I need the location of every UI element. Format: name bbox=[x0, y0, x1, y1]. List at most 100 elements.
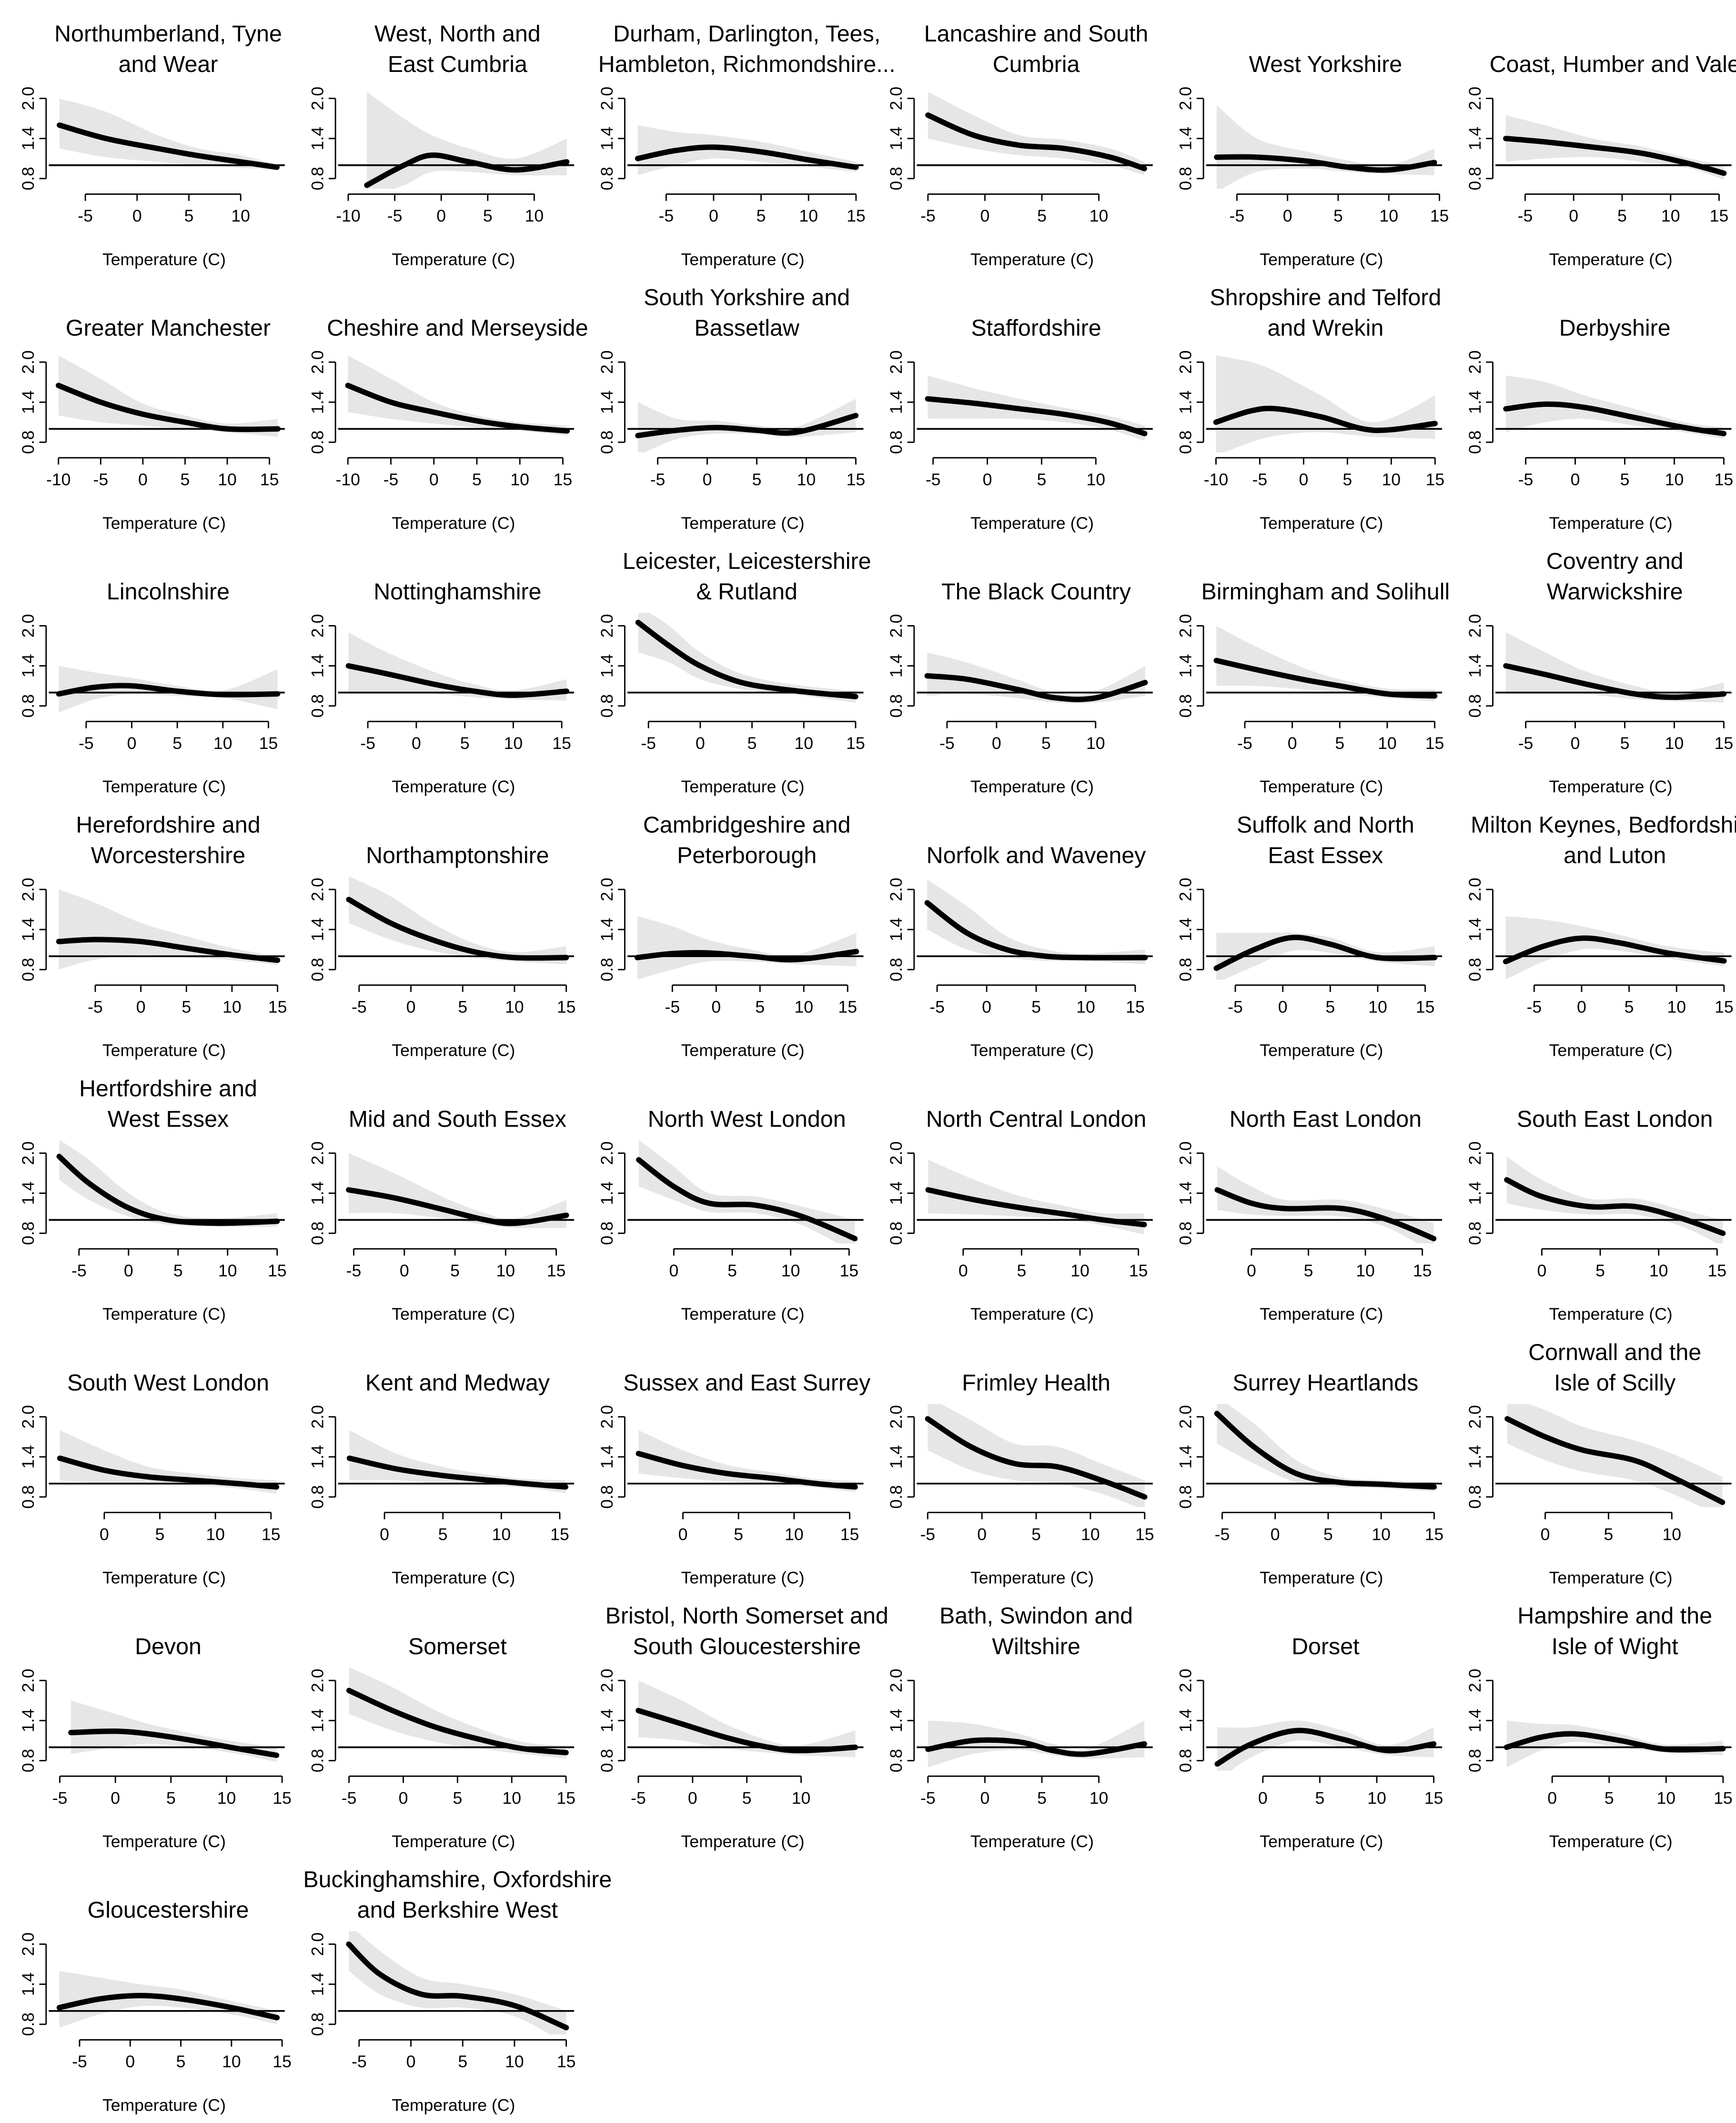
x-tick-label: 5 bbox=[742, 1789, 752, 1808]
curve bbox=[1213, 657, 1438, 699]
x-tick-label: 5 bbox=[1620, 734, 1630, 753]
y-tick-label: 2.0 bbox=[1465, 87, 1484, 110]
panel-title: Bristol, North Somerset and bbox=[606, 1603, 888, 1629]
y-tick-label: 1.4 bbox=[308, 918, 327, 941]
panel-title: West Essex bbox=[108, 1106, 229, 1132]
panel-title: Mid and South Essex bbox=[349, 1106, 566, 1132]
plot-area bbox=[49, 1700, 285, 1762]
y-tick-label: 0.8 bbox=[1465, 1749, 1484, 1772]
panel-title: Milton Keynes, Bedfordshire bbox=[1471, 812, 1736, 838]
x-axis-label: Temperature (C) bbox=[102, 1041, 226, 1060]
panel: Kent and Medway 0.8 1.4 2.0 0 5 10 15 Temperatur… bbox=[308, 1370, 575, 1587]
y-tick-label: 0.8 bbox=[887, 958, 906, 981]
panel-title: and Luton bbox=[1564, 843, 1666, 869]
panel-title: Wiltshire bbox=[992, 1634, 1080, 1659]
x-tick-label: 10 bbox=[781, 1261, 800, 1280]
panel: Cambridgeshire and Peterborough 0.8 1.4 2.0 -… bbox=[597, 812, 864, 1060]
panel-title: Staffordshire bbox=[971, 315, 1101, 341]
curve bbox=[635, 413, 859, 438]
x-tick-label: -5 bbox=[1518, 734, 1534, 753]
x-tick-label: -5 bbox=[360, 734, 375, 753]
confidence-band bbox=[1216, 105, 1434, 189]
y-tick-label: 1.4 bbox=[1465, 1182, 1484, 1205]
x-axis-label: Temperature (C) bbox=[1260, 250, 1383, 269]
x-tick-label: 5 bbox=[1031, 1525, 1041, 1544]
curve bbox=[636, 1708, 858, 1754]
x-tick-label: 0 bbox=[127, 734, 137, 753]
x-tick-label: 15 bbox=[557, 2052, 576, 2071]
x-axis-label: Temperature (C) bbox=[392, 514, 515, 533]
x-tick-label: 5 bbox=[460, 734, 470, 753]
confidence-band bbox=[59, 889, 278, 970]
curve bbox=[925, 1187, 1147, 1228]
x-tick-label: -5 bbox=[1526, 998, 1542, 1017]
y-tick-label: 0.8 bbox=[19, 958, 38, 981]
plot-area bbox=[1495, 115, 1732, 180]
x-tick-label: -5 bbox=[72, 2052, 87, 2071]
y-tick-label: 0.8 bbox=[887, 1485, 906, 1508]
x-tick-label: 5 bbox=[453, 1789, 462, 1808]
x-axis-label: Temperature (C) bbox=[681, 1304, 805, 1324]
x-tick-label: 15 bbox=[1710, 206, 1729, 225]
x-tick-label: 10 bbox=[213, 734, 232, 753]
x-axis-label: Temperature (C) bbox=[681, 250, 805, 269]
panel-title: Northamptonshire bbox=[366, 843, 549, 869]
y-tick-label: 2.0 bbox=[887, 1668, 906, 1692]
panel-title: Cumbria bbox=[993, 51, 1080, 77]
x-tick-label: 10 bbox=[794, 734, 813, 753]
confidence-band bbox=[1506, 1720, 1723, 1768]
panel-title: Bath, Swindon and bbox=[939, 1603, 1133, 1629]
plot-area bbox=[338, 91, 575, 189]
x-tick-label: 10 bbox=[206, 1525, 225, 1544]
panel: Surrey Heartlands 0.8 1.4 2.0 -5 0 5 10 15 Temper… bbox=[1176, 1370, 1444, 1587]
panel-title: Nottinghamshire bbox=[373, 579, 541, 605]
x-tick-label: 0 bbox=[711, 998, 721, 1017]
y-tick-label: 0.8 bbox=[19, 167, 38, 190]
x-axis-label: Temperature (C) bbox=[1549, 1041, 1673, 1060]
x-axis-label: Temperature (C) bbox=[1260, 777, 1383, 796]
x-tick-label: 15 bbox=[268, 998, 287, 1017]
panel-title: Isle of Scilly bbox=[1554, 1370, 1676, 1395]
curve bbox=[346, 897, 569, 961]
confidence-band bbox=[367, 91, 567, 189]
panel: Durham, Darlington, Tees, Hambleton, Rich… bbox=[597, 21, 896, 269]
x-tick-label: 10 bbox=[1382, 470, 1401, 489]
x-tick-label: 5 bbox=[727, 1261, 737, 1280]
x-tick-label: 5 bbox=[458, 2052, 467, 2071]
y-tick-label: 1.4 bbox=[19, 918, 38, 941]
x-axis-label: Temperature (C) bbox=[681, 1568, 805, 1587]
panel-title: & Rutland bbox=[696, 579, 797, 605]
x-tick-label: 15 bbox=[1715, 470, 1734, 489]
curve bbox=[1214, 1411, 1437, 1490]
y-tick-label: 0.8 bbox=[19, 430, 38, 454]
curve bbox=[68, 1728, 280, 1758]
confidence-band bbox=[349, 1430, 566, 1493]
curve bbox=[346, 1688, 569, 1756]
panel-title: Warwickshire bbox=[1547, 579, 1683, 605]
x-tick-label: 0 bbox=[1571, 470, 1580, 489]
x-tick-label: 10 bbox=[797, 470, 816, 489]
curve bbox=[345, 383, 570, 434]
y-tick-label: 2.0 bbox=[308, 1142, 327, 1165]
panel: Coast, Humber and Vale 0.8 1.4 2.0 -5 0 5 10 15 T… bbox=[1465, 51, 1736, 269]
confidence-band bbox=[349, 1931, 566, 2035]
x-tick-label: 0 bbox=[992, 734, 1001, 753]
panel: Bath, Swindon and Wiltshire 0.8 1.4 2.0 -5 0 5 1… bbox=[887, 1603, 1153, 1851]
panel-title: Greater Manchester bbox=[66, 315, 271, 341]
panel-title: Bassetlaw bbox=[694, 315, 800, 341]
x-tick-label: 0 bbox=[983, 470, 992, 489]
x-tick-label: -5 bbox=[384, 470, 399, 489]
x-tick-label: 5 bbox=[1605, 1789, 1614, 1808]
y-tick-label: 2.0 bbox=[597, 1405, 616, 1428]
y-tick-label: 2.0 bbox=[308, 878, 327, 901]
panel-title: South West London bbox=[67, 1370, 269, 1395]
x-tick-label: -5 bbox=[658, 206, 674, 225]
y-tick-label: 0.8 bbox=[19, 1222, 38, 1245]
panel-title: Lancashire and South bbox=[924, 21, 1149, 47]
x-tick-label: 10 bbox=[231, 206, 250, 225]
confidence-band bbox=[348, 632, 567, 701]
y-tick-label: 2.0 bbox=[597, 350, 616, 374]
x-axis-label: Temperature (C) bbox=[1549, 514, 1673, 533]
plot-area bbox=[49, 1430, 285, 1494]
panel-title: Kent and Medway bbox=[365, 1370, 550, 1395]
